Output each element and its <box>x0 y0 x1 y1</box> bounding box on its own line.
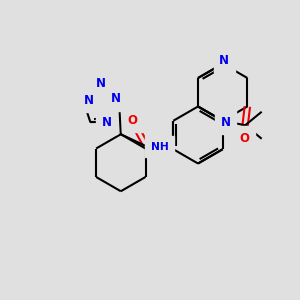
Text: N: N <box>102 116 112 129</box>
Text: N: N <box>221 116 231 129</box>
Text: O: O <box>128 114 138 127</box>
Text: N: N <box>110 92 120 105</box>
Text: N: N <box>84 94 94 106</box>
Text: NH: NH <box>151 142 169 152</box>
Text: N: N <box>219 54 229 67</box>
Text: N: N <box>96 77 106 90</box>
Text: O: O <box>239 131 249 145</box>
